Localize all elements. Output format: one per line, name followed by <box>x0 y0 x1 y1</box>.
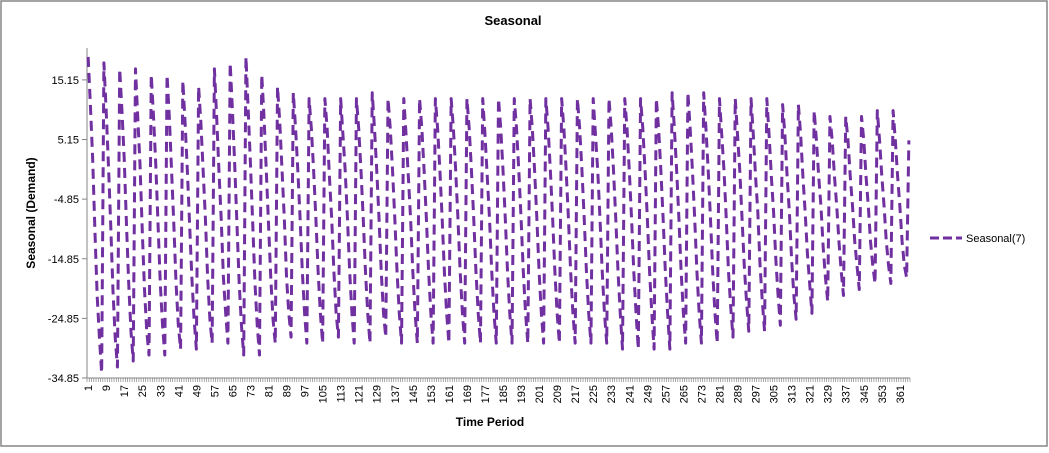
x-tick-label: 345 <box>859 385 871 403</box>
y-axis-label: Seasonal (Demand) <box>24 157 38 268</box>
legend-label: Seasonal(7) <box>966 233 1025 245</box>
x-tick-label: 1 <box>83 385 95 391</box>
x-tick-label: 113 <box>336 385 348 403</box>
x-tick-label: 329 <box>823 385 835 403</box>
y-tick-label: -14.85 <box>48 254 79 266</box>
x-tick-label: 137 <box>390 385 402 403</box>
x-tick-label: 73 <box>245 385 257 397</box>
y-tick-label: -24.85 <box>48 313 79 325</box>
x-tick-label: 305 <box>769 385 781 403</box>
x-tick-label: 33 <box>155 385 167 397</box>
x-tick-label: 361 <box>895 385 907 403</box>
x-tick-label: 81 <box>264 385 276 397</box>
x-tick-label: 65 <box>227 385 239 397</box>
x-tick-label: 289 <box>733 385 745 403</box>
x-tick-label: 193 <box>516 385 528 403</box>
x-tick-label: 273 <box>696 385 708 403</box>
y-tick-label: -34.85 <box>48 373 79 385</box>
x-tick-label: 121 <box>354 385 366 403</box>
y-axis: 15.15 5.15 -4.85 -14.85 -24.85 -34.85 <box>48 48 88 385</box>
x-tick-label: 169 <box>462 385 474 403</box>
x-axis: 1 9 17 25 33 41 49 57 65 73 81 89 97 105 113 121 129 137 1… <box>83 377 911 403</box>
x-tick-label: 233 <box>606 385 618 403</box>
y-tick-label: -4.85 <box>54 194 79 206</box>
x-tick-label: 105 <box>318 385 330 403</box>
x-tick-label: 257 <box>660 385 672 403</box>
x-tick-label: 177 <box>480 385 492 403</box>
y-tick-label: 5.15 <box>58 135 79 147</box>
x-tick-label: 281 <box>714 385 726 403</box>
x-tick-label: 25 <box>137 385 149 397</box>
x-tick-label: 9 <box>101 385 113 391</box>
x-tick-label: 97 <box>300 385 312 397</box>
x-tick-label: 321 <box>805 385 817 403</box>
x-axis-label: Time Period <box>456 415 524 429</box>
x-tick-label: 353 <box>877 385 889 403</box>
x-tick-label: 241 <box>624 385 636 403</box>
x-tick-label: 265 <box>678 385 690 403</box>
x-tick-label: 89 <box>282 385 294 397</box>
legend: Seasonal(7) <box>930 233 1025 245</box>
x-tick-label: 249 <box>642 385 654 403</box>
x-tick-label: 145 <box>408 385 420 403</box>
x-tick-label: 129 <box>372 385 384 403</box>
x-tick-label: 313 <box>787 385 799 403</box>
chart-title: Seasonal <box>484 13 541 28</box>
x-tick-label: 153 <box>426 385 438 403</box>
x-tick-label: 209 <box>552 385 564 403</box>
x-tick-label: 297 <box>751 385 763 403</box>
x-tick-label: 41 <box>173 385 185 397</box>
x-tick-label: 57 <box>209 385 221 397</box>
x-tick-label: 17 <box>119 385 131 397</box>
x-tick-label: 217 <box>570 385 582 403</box>
x-tick-label: 201 <box>534 385 546 403</box>
x-tick-label: 225 <box>588 385 600 403</box>
x-tick-label: 161 <box>444 385 456 403</box>
x-tick-label: 185 <box>498 385 510 403</box>
x-tick-label: 49 <box>191 385 203 397</box>
y-tick-label: 15.15 <box>51 75 79 87</box>
x-tick-label: 337 <box>841 385 853 403</box>
